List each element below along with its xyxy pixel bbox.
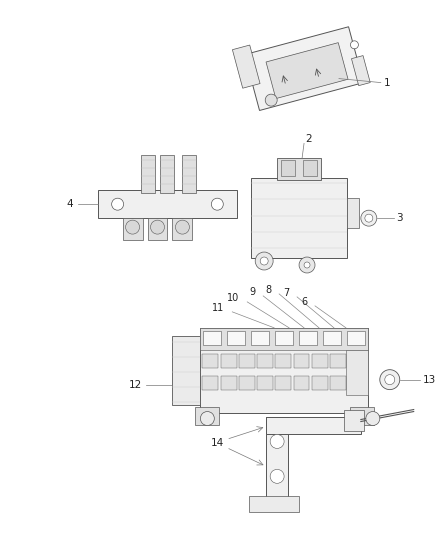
Bar <box>173 336 200 405</box>
Bar <box>257 376 273 390</box>
Bar <box>275 354 291 368</box>
Bar <box>312 354 328 368</box>
Bar <box>249 496 299 512</box>
Bar <box>347 331 365 345</box>
Bar <box>182 155 196 193</box>
Text: 4: 4 <box>66 199 73 209</box>
Circle shape <box>270 470 284 483</box>
Bar <box>141 155 155 193</box>
Circle shape <box>126 220 140 234</box>
Bar <box>239 354 255 368</box>
Circle shape <box>265 94 277 106</box>
Polygon shape <box>233 45 260 88</box>
Bar <box>330 376 346 390</box>
Bar <box>123 218 142 240</box>
Circle shape <box>151 220 165 234</box>
Polygon shape <box>244 27 364 110</box>
Bar <box>251 178 347 258</box>
Text: 6: 6 <box>301 297 307 307</box>
Bar <box>303 160 317 176</box>
Text: 14: 14 <box>211 439 224 448</box>
Bar <box>251 331 269 345</box>
Bar <box>200 328 368 350</box>
Bar <box>227 331 245 345</box>
Bar <box>266 416 361 434</box>
Bar <box>299 331 317 345</box>
Circle shape <box>211 198 223 210</box>
Polygon shape <box>266 43 348 99</box>
Text: 11: 11 <box>212 303 224 313</box>
Bar <box>98 190 237 218</box>
Text: 12: 12 <box>129 379 142 390</box>
Bar <box>346 350 368 394</box>
Bar <box>202 354 218 368</box>
Text: 7: 7 <box>283 288 289 298</box>
Bar <box>277 158 321 180</box>
Circle shape <box>112 198 124 210</box>
Bar <box>330 354 346 368</box>
Text: 1: 1 <box>384 78 390 87</box>
Bar <box>312 376 328 390</box>
Bar <box>173 218 192 240</box>
Text: 9: 9 <box>249 287 255 297</box>
Text: 10: 10 <box>227 293 239 303</box>
Circle shape <box>361 210 377 226</box>
Bar <box>266 416 288 501</box>
Bar <box>275 376 291 390</box>
Bar <box>281 160 295 176</box>
Circle shape <box>366 411 380 425</box>
Bar <box>195 407 219 424</box>
Bar <box>203 331 221 345</box>
Bar <box>347 198 359 228</box>
Circle shape <box>350 41 358 49</box>
Bar <box>202 376 218 390</box>
Circle shape <box>200 411 214 425</box>
Circle shape <box>365 214 373 222</box>
Bar <box>221 376 237 390</box>
Text: 13: 13 <box>423 375 436 385</box>
Bar <box>344 409 364 432</box>
Text: 3: 3 <box>396 213 403 223</box>
Circle shape <box>304 262 310 268</box>
Bar <box>239 376 255 390</box>
Bar <box>200 328 368 413</box>
Circle shape <box>255 252 273 270</box>
Text: 8: 8 <box>265 285 271 295</box>
Circle shape <box>299 257 315 273</box>
Bar <box>221 354 237 368</box>
Circle shape <box>380 370 400 390</box>
Bar <box>323 331 341 345</box>
Bar <box>160 155 174 193</box>
Circle shape <box>176 220 189 234</box>
Bar <box>257 354 273 368</box>
Bar <box>275 331 293 345</box>
Bar <box>293 354 310 368</box>
Bar <box>293 376 310 390</box>
Circle shape <box>260 257 268 265</box>
Bar <box>350 407 374 424</box>
Text: 2: 2 <box>305 134 312 144</box>
Circle shape <box>385 375 395 385</box>
Polygon shape <box>351 55 370 86</box>
Circle shape <box>270 434 284 448</box>
Bar <box>148 218 167 240</box>
